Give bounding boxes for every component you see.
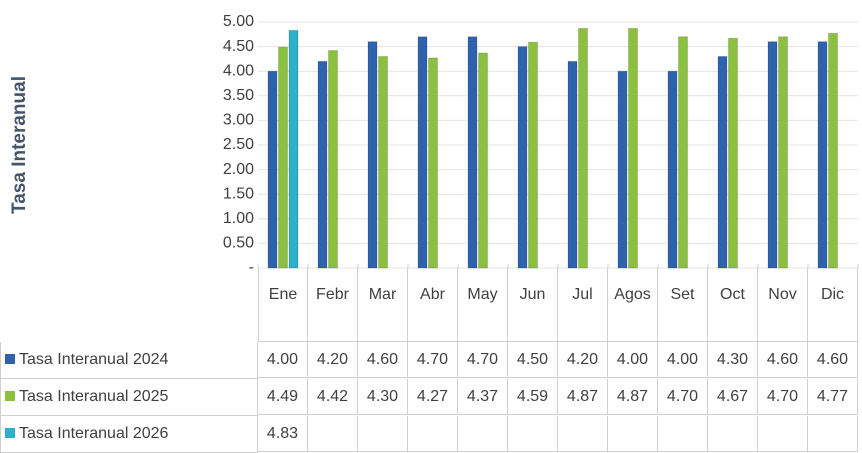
table-value: 4.67 [708,379,758,415]
bar [617,70,628,269]
table-value [508,416,558,452]
legend-entry: Tasa Interanual 2026 [0,416,258,453]
legend-label: Tasa Interanual 2024 [19,351,169,368]
category-label: Oct [708,268,758,342]
category-label: Mar [358,268,408,342]
table-value: 4.42 [308,379,358,415]
category-label: Agos [608,268,658,342]
y-axis-title: Tasa Interanual [9,76,30,214]
category-label: Jul [558,268,608,342]
table-value [708,416,758,452]
y-tick-label: 2.50 [223,136,254,153]
table-value: 4.87 [608,379,658,415]
category-label: Dic [808,268,858,342]
table-value: 4.77 [808,379,858,415]
y-tick-label: 1.50 [223,185,254,202]
y-tick-label: 2.00 [223,161,254,178]
table-value: 4.70 [408,342,458,378]
table-value [408,416,458,452]
y-tick-label: 5.00 [223,13,254,30]
table-value: 4.70 [458,342,508,378]
y-tick-label: 3.50 [223,87,254,104]
table-value: 4.83 [258,416,308,452]
table-value: 4.00 [258,342,308,378]
table-value: 4.70 [658,379,708,415]
bar [328,50,338,269]
table-value [458,416,508,452]
bar [678,36,688,269]
table-value: 4.60 [808,342,858,378]
legend-label: Tasa Interanual 2025 [19,388,169,405]
table-value: 4.50 [508,342,558,378]
legend-swatch [5,391,15,401]
table-value: 4.60 [758,342,808,378]
legend-entry: Tasa Interanual 2024 [0,342,258,379]
bar [517,46,528,269]
bar [717,55,728,269]
bar [378,55,388,269]
legend-swatch [5,354,15,364]
y-tick-label: 1.00 [223,210,254,227]
bar [467,36,478,269]
category-label: Nov [758,268,808,342]
table-value: 4.27 [408,379,458,415]
table-value: 4.00 [608,342,658,378]
legend-swatch [5,428,15,438]
table-value: 4.00 [658,342,708,378]
table-value: 4.70 [758,379,808,415]
bar [767,41,778,269]
bar [728,37,738,269]
bar [288,29,299,269]
table-value: 4.30 [708,342,758,378]
bar [367,41,378,269]
table-value: 4.20 [308,342,358,378]
bar [578,27,588,269]
bar [828,32,838,269]
bar [628,27,638,269]
y-tick-label: - [249,259,254,276]
table-value: 4.37 [458,379,508,415]
bar [817,41,828,269]
bar [667,70,678,269]
bar [317,60,328,269]
table-value [358,416,408,452]
bar [278,46,288,269]
table-value: 4.59 [508,379,558,415]
y-tick-label: 4.50 [223,38,254,55]
category-label: May [458,268,508,342]
table-value [808,416,858,452]
bar [267,70,278,269]
table-value: 4.60 [358,342,408,378]
legend-label: Tasa Interanual 2026 [19,425,169,442]
table-value: 4.49 [258,379,308,415]
table-value: 4.87 [558,379,608,415]
category-label: Set [658,268,708,342]
legend-entry: Tasa Interanual 2025 [0,379,258,416]
y-tick-label: 0.50 [223,235,254,252]
table-value [558,416,608,452]
table-value [658,416,708,452]
bar [478,52,488,269]
table-value [308,416,358,452]
y-tick-label: 3.00 [223,112,254,129]
table-value [758,416,808,452]
table-value: 4.20 [558,342,608,378]
category-label: Febr [308,268,358,342]
category-label: Ene [258,268,308,342]
bar [428,57,438,269]
data-table: Ene Febr Mar Abr May Jun Jul Agos Set Oct Nov Dic Ta… [0,268,858,453]
bar [778,36,788,269]
bar [567,60,578,269]
table-corner [0,268,258,342]
bar [417,36,428,269]
table-value [608,416,658,452]
table-value: 4.30 [358,379,408,415]
y-tick-label: 4.00 [223,62,254,79]
bar [528,41,538,269]
category-label: Abr [408,268,458,342]
category-label: Jun [508,268,558,342]
